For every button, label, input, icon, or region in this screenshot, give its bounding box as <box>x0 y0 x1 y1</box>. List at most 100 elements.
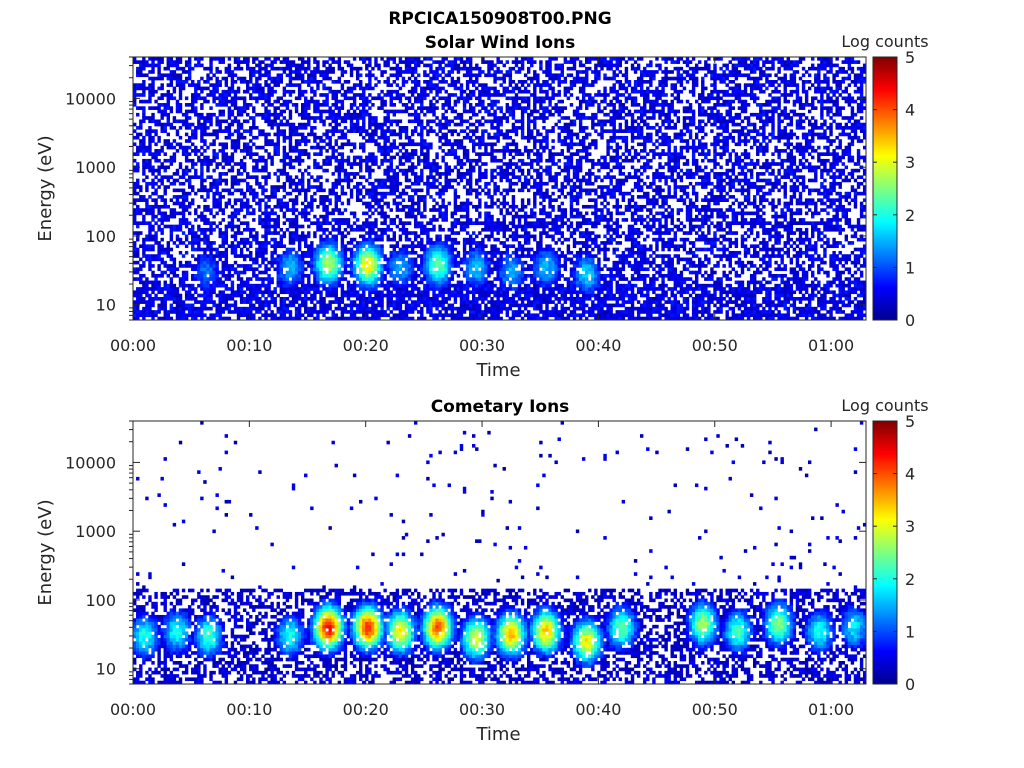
heatmap-cell <box>346 270 351 275</box>
heatmap-cell <box>157 168 161 173</box>
heatmap-cell <box>410 310 415 314</box>
heatmap-cell <box>175 293 180 298</box>
heatmap-cell <box>371 300 375 304</box>
heatmap-cell <box>334 155 338 160</box>
heatmap-cell <box>398 168 403 173</box>
heatmap-cell <box>392 273 396 278</box>
heatmap-cell <box>197 155 201 160</box>
heatmap-cell <box>194 290 198 295</box>
heatmap-cell <box>304 290 308 295</box>
heatmap-cell <box>435 293 439 298</box>
heatmap-cell <box>352 145 357 150</box>
heatmap-cell <box>325 303 329 308</box>
heatmap-cell <box>371 264 375 268</box>
heatmap-cell <box>261 112 265 117</box>
heatmap-cell <box>423 260 427 265</box>
heatmap-cell <box>258 254 262 258</box>
heatmap-cell <box>297 162 302 166</box>
heatmap-cell <box>236 293 241 298</box>
heatmap-cell <box>395 306 400 311</box>
heatmap-cell <box>349 287 354 291</box>
heatmap-cell <box>163 191 167 196</box>
heatmap-cell <box>206 73 210 78</box>
heatmap-cell <box>148 247 152 252</box>
heatmap-cell <box>157 139 161 143</box>
heatmap-cell <box>151 139 155 143</box>
heatmap-cell <box>355 224 360 229</box>
heatmap-cell <box>310 310 314 314</box>
heatmap-cell <box>395 241 400 245</box>
heatmap-cell <box>191 99 195 104</box>
heatmap-cell <box>398 93 403 97</box>
heatmap-cell <box>365 313 369 318</box>
heatmap-cell <box>151 296 155 301</box>
heatmap-cell <box>206 188 210 193</box>
heatmap-cell <box>169 63 174 68</box>
heatmap-cell <box>181 208 186 212</box>
heatmap-cell <box>151 283 155 288</box>
heatmap-cell <box>169 76 174 81</box>
heatmap-cell <box>413 244 418 249</box>
heatmap-cell <box>426 303 430 308</box>
heatmap-cell <box>224 254 229 258</box>
heatmap-cell <box>197 257 201 262</box>
heatmap-cell <box>270 293 274 298</box>
heatmap-cell <box>273 231 277 235</box>
heatmap-cell <box>136 254 140 258</box>
heatmap-cell <box>441 86 445 91</box>
heatmap-cell <box>218 126 222 130</box>
heatmap-cell <box>145 313 149 318</box>
heatmap-cell <box>279 185 283 189</box>
heatmap-cell <box>194 175 198 179</box>
heatmap-cell <box>133 241 137 245</box>
heatmap-cell <box>264 132 268 137</box>
heatmap-cell <box>438 122 442 127</box>
heatmap-cell <box>194 287 198 291</box>
heatmap-cell <box>255 247 259 252</box>
heatmap-cell <box>276 126 280 130</box>
heatmap-cell <box>154 89 158 94</box>
heatmap-cell <box>163 283 167 288</box>
heatmap-cell <box>362 283 366 288</box>
heatmap-cell <box>380 221 384 226</box>
heatmap-cell <box>255 296 259 301</box>
heatmap-cell <box>224 283 229 288</box>
heatmap-cell <box>252 119 256 124</box>
heatmap-cell <box>362 273 366 278</box>
heatmap-cell <box>365 250 369 255</box>
heatmap-cell <box>233 293 238 298</box>
heatmap-cell <box>429 63 433 68</box>
heatmap-cell <box>343 316 348 321</box>
heatmap-cell <box>380 103 384 107</box>
heatmap-cell <box>200 63 204 68</box>
heatmap-cell <box>236 264 241 268</box>
heatmap-cell <box>310 254 314 258</box>
heatmap-cell <box>300 224 305 229</box>
heatmap-cell <box>249 126 253 130</box>
heatmap-cell <box>273 132 277 137</box>
heatmap-cell <box>319 103 323 107</box>
heatmap-cell <box>395 313 400 318</box>
heatmap-cell <box>288 257 293 262</box>
heatmap-cell <box>184 155 189 160</box>
heatmap-cell <box>322 145 326 150</box>
heatmap-cell <box>368 119 372 124</box>
heatmap-cell <box>294 198 299 202</box>
heatmap-cell <box>288 149 293 153</box>
heatmap-cell <box>319 109 323 114</box>
heatmap-cell <box>288 287 293 291</box>
heatmap-cell <box>246 283 250 288</box>
heatmap-cell <box>297 168 302 173</box>
heatmap-cell <box>380 129 384 133</box>
heatmap-cell <box>386 152 390 156</box>
heatmap-cell <box>264 181 268 186</box>
heatmap-cell <box>410 287 415 291</box>
heatmap-cell <box>337 224 342 229</box>
heatmap-cell <box>203 300 207 304</box>
heatmap-cell <box>242 254 247 258</box>
heatmap-cell <box>142 247 146 252</box>
heatmap-cell <box>355 218 360 222</box>
heatmap-cell <box>398 296 403 301</box>
heatmap-cell <box>325 204 329 209</box>
heatmap-cell <box>145 63 149 68</box>
